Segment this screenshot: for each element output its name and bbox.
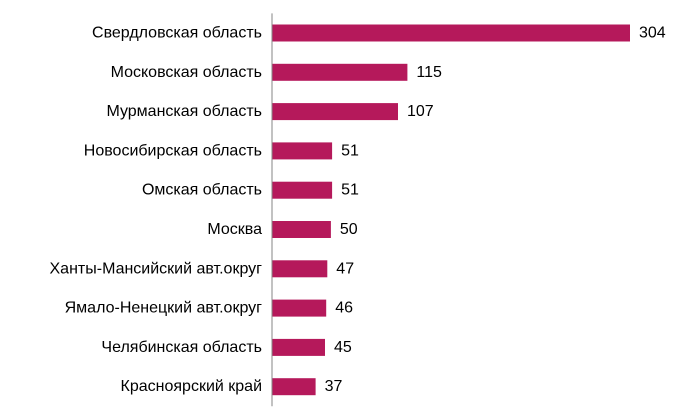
value-label: 107 xyxy=(407,103,434,120)
value-label: 304 xyxy=(639,25,666,42)
value-labels: 304 115 107 51 51 50 47 46 45 37 xyxy=(325,25,666,396)
category-label: Москва xyxy=(207,221,262,238)
category-label: Мурманская область xyxy=(106,103,262,120)
bars-layer xyxy=(272,24,630,396)
value-label: 51 xyxy=(341,182,359,199)
bar xyxy=(272,181,333,199)
value-label: 50 xyxy=(340,221,358,238)
bar xyxy=(272,63,408,81)
bar xyxy=(272,299,327,317)
bar xyxy=(272,142,333,160)
value-label: 47 xyxy=(336,260,354,277)
value-label: 46 xyxy=(335,300,353,317)
category-label: Ханты-Мансийский авт.округ xyxy=(50,260,263,277)
bar xyxy=(272,103,398,121)
value-label: 45 xyxy=(334,339,352,356)
bar xyxy=(272,24,630,42)
category-label: Свердловская область xyxy=(92,25,262,42)
bar xyxy=(272,260,328,278)
category-label: Ямало-Ненецкий авт.округ xyxy=(65,300,263,317)
bar xyxy=(272,338,325,356)
category-label: Челябинская область xyxy=(101,339,262,356)
value-label: 37 xyxy=(325,378,343,395)
category-label: Красноярский край xyxy=(121,378,262,395)
value-label: 115 xyxy=(416,64,442,81)
category-labels: Свердловская область Московская область Му… xyxy=(50,25,263,396)
bar xyxy=(272,378,316,396)
category-label: Московская область xyxy=(111,64,262,81)
bar xyxy=(272,221,331,238)
value-label: 51 xyxy=(341,142,359,159)
category-label: Новосибирская область xyxy=(84,142,262,159)
category-label: Омская область xyxy=(142,182,262,199)
